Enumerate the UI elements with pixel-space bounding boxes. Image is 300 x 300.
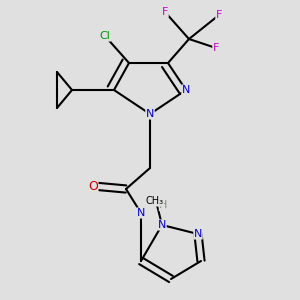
Text: CH₃: CH₃ [146, 196, 164, 206]
Text: F: F [216, 10, 222, 20]
Text: H: H [159, 200, 168, 211]
Text: N: N [158, 220, 166, 230]
Text: F: F [213, 43, 219, 53]
Text: F: F [162, 7, 168, 17]
Text: N: N [137, 208, 145, 218]
Text: O: O [88, 179, 98, 193]
Text: Cl: Cl [100, 31, 110, 41]
Text: N: N [146, 109, 154, 119]
Text: N: N [194, 229, 202, 239]
Text: N: N [182, 85, 190, 95]
